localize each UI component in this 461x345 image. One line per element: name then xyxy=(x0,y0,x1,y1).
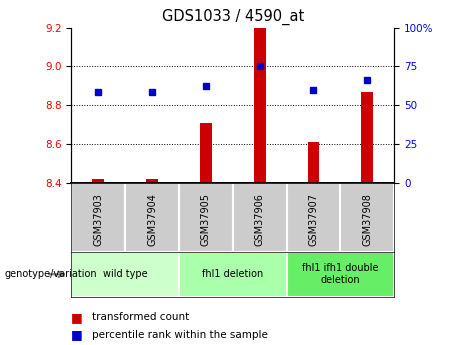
Text: GSM37905: GSM37905 xyxy=(201,193,211,246)
Text: fhl1 ifh1 double
deletion: fhl1 ifh1 double deletion xyxy=(302,264,378,285)
Text: GSM37907: GSM37907 xyxy=(308,193,319,246)
Text: GSM37906: GSM37906 xyxy=(254,193,265,246)
Bar xyxy=(179,183,233,252)
Bar xyxy=(179,252,287,297)
Bar xyxy=(146,179,158,183)
Text: ■: ■ xyxy=(71,311,87,324)
Bar xyxy=(287,252,394,297)
Bar xyxy=(71,252,179,297)
Bar xyxy=(125,183,179,252)
Text: percentile rank within the sample: percentile rank within the sample xyxy=(92,330,268,339)
Text: GSM37904: GSM37904 xyxy=(147,193,157,246)
Bar xyxy=(254,28,266,183)
Text: GSM37908: GSM37908 xyxy=(362,193,372,246)
Text: fhl1 deletion: fhl1 deletion xyxy=(202,269,263,279)
Bar xyxy=(71,183,125,252)
Text: genotype/variation: genotype/variation xyxy=(5,269,97,279)
Text: transformed count: transformed count xyxy=(92,313,189,322)
Bar xyxy=(92,179,104,183)
Bar xyxy=(200,123,212,183)
Text: wild type: wild type xyxy=(103,269,148,279)
Bar xyxy=(361,92,373,183)
Bar xyxy=(233,183,287,252)
Bar xyxy=(307,142,319,183)
Text: GSM37903: GSM37903 xyxy=(93,193,103,246)
Title: GDS1033 / 4590_at: GDS1033 / 4590_at xyxy=(162,9,304,25)
Bar xyxy=(340,183,394,252)
Bar xyxy=(287,183,340,252)
Text: ■: ■ xyxy=(71,328,87,341)
